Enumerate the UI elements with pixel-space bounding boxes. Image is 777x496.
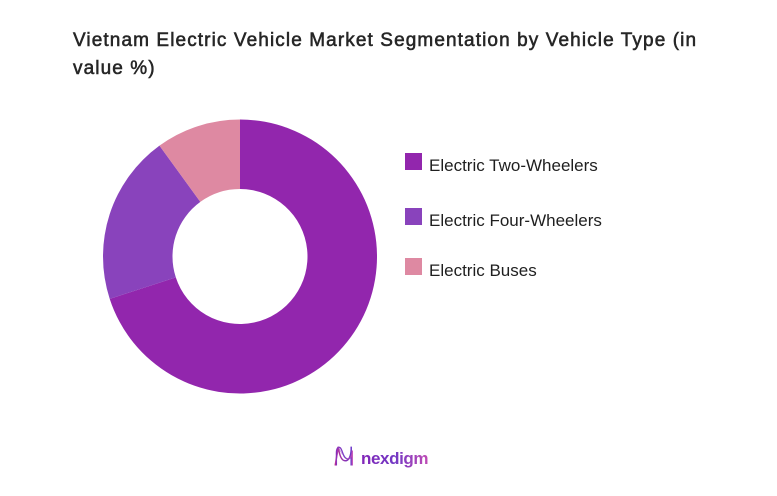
- svg-text:nexdigm: nexdigm: [361, 449, 428, 468]
